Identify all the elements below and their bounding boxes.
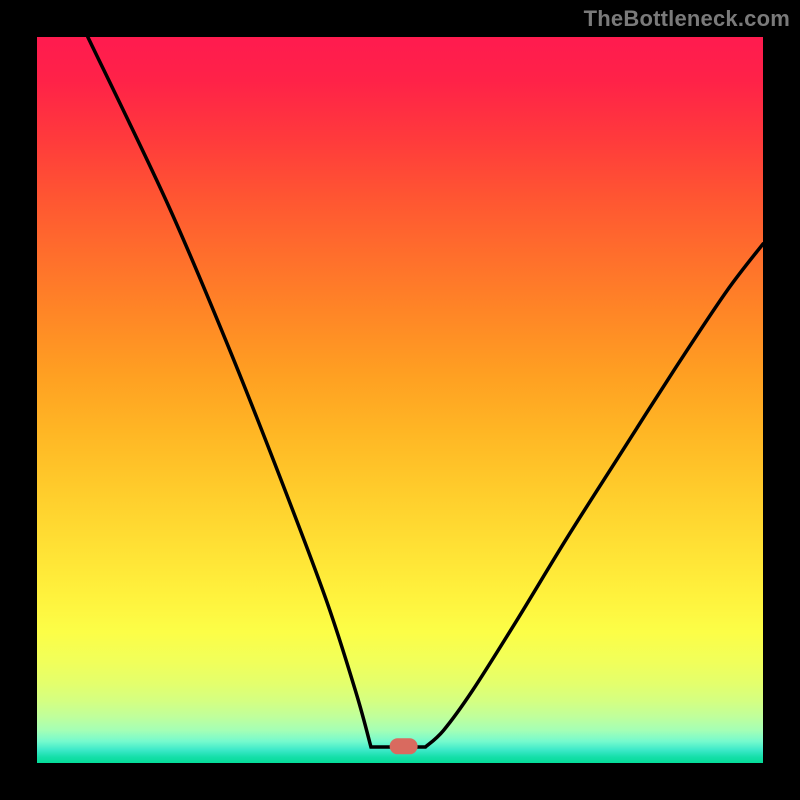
watermark-text: TheBottleneck.com <box>584 6 790 32</box>
bottleneck-chart <box>0 0 800 800</box>
chart-frame: TheBottleneck.com <box>0 0 800 800</box>
optimal-marker <box>390 738 418 754</box>
